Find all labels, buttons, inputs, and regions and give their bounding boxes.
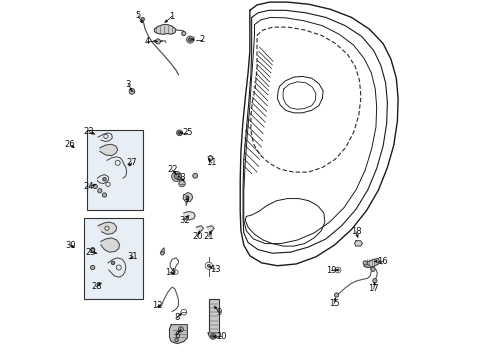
Circle shape: [102, 177, 106, 181]
Polygon shape: [98, 222, 116, 234]
Circle shape: [181, 31, 185, 36]
Bar: [87, 130, 142, 210]
Bar: [208, 299, 218, 333]
Circle shape: [93, 184, 97, 189]
Text: 17: 17: [368, 284, 378, 293]
Circle shape: [102, 193, 106, 197]
Text: 33: 33: [175, 173, 186, 182]
Polygon shape: [207, 333, 220, 338]
Text: 8: 8: [174, 313, 180, 322]
Circle shape: [334, 293, 338, 297]
Circle shape: [370, 267, 374, 271]
Polygon shape: [183, 211, 195, 220]
Text: 9: 9: [216, 308, 221, 317]
Text: 20: 20: [192, 232, 202, 241]
Text: 32: 32: [179, 216, 189, 225]
Circle shape: [129, 89, 135, 94]
Text: 11: 11: [206, 158, 217, 167]
Text: 31: 31: [127, 252, 138, 261]
Text: 6: 6: [174, 331, 179, 340]
Text: 4: 4: [144, 37, 149, 46]
Circle shape: [155, 39, 160, 44]
Text: 10: 10: [216, 332, 226, 341]
Text: 28: 28: [91, 282, 102, 291]
Text: 5: 5: [135, 11, 141, 20]
Text: 29: 29: [85, 248, 95, 257]
Circle shape: [186, 36, 193, 43]
Circle shape: [188, 38, 192, 41]
Polygon shape: [354, 241, 362, 246]
Circle shape: [178, 131, 181, 134]
Text: 3: 3: [125, 80, 131, 89]
Circle shape: [111, 261, 115, 265]
Text: 21: 21: [203, 232, 214, 241]
Circle shape: [160, 251, 164, 255]
Circle shape: [363, 261, 366, 265]
Polygon shape: [206, 226, 214, 232]
Circle shape: [176, 130, 182, 136]
Circle shape: [207, 264, 210, 267]
Circle shape: [211, 335, 214, 338]
Circle shape: [141, 18, 144, 21]
Polygon shape: [169, 325, 187, 343]
Polygon shape: [196, 226, 203, 232]
Text: 18: 18: [350, 227, 361, 236]
Text: 25: 25: [182, 129, 192, 138]
Polygon shape: [100, 144, 118, 156]
Circle shape: [90, 265, 95, 270]
Circle shape: [185, 196, 188, 199]
Text: 22: 22: [167, 166, 177, 175]
Text: 23: 23: [83, 127, 94, 136]
Circle shape: [174, 174, 179, 179]
Text: 7: 7: [183, 199, 188, 208]
Text: 24: 24: [83, 182, 94, 191]
Text: 1: 1: [169, 12, 174, 21]
Text: 26: 26: [65, 140, 75, 149]
Text: 2: 2: [199, 35, 204, 44]
Polygon shape: [154, 24, 176, 34]
Circle shape: [90, 248, 95, 252]
Polygon shape: [183, 193, 192, 202]
Circle shape: [171, 171, 181, 181]
Polygon shape: [101, 238, 119, 252]
Polygon shape: [364, 258, 379, 267]
Text: 30: 30: [65, 240, 75, 249]
Bar: [83, 217, 142, 298]
Circle shape: [210, 334, 216, 339]
Circle shape: [178, 327, 183, 332]
Text: 27: 27: [126, 158, 137, 167]
Text: 12: 12: [151, 301, 162, 310]
Text: 14: 14: [164, 268, 175, 277]
Text: 13: 13: [209, 265, 220, 274]
Text: 16: 16: [376, 257, 386, 266]
Circle shape: [192, 173, 197, 178]
Text: 19: 19: [325, 266, 336, 275]
Circle shape: [175, 338, 178, 342]
Circle shape: [372, 279, 376, 283]
Text: 15: 15: [328, 299, 339, 308]
Circle shape: [98, 189, 102, 193]
Circle shape: [336, 269, 339, 271]
Circle shape: [179, 180, 185, 187]
